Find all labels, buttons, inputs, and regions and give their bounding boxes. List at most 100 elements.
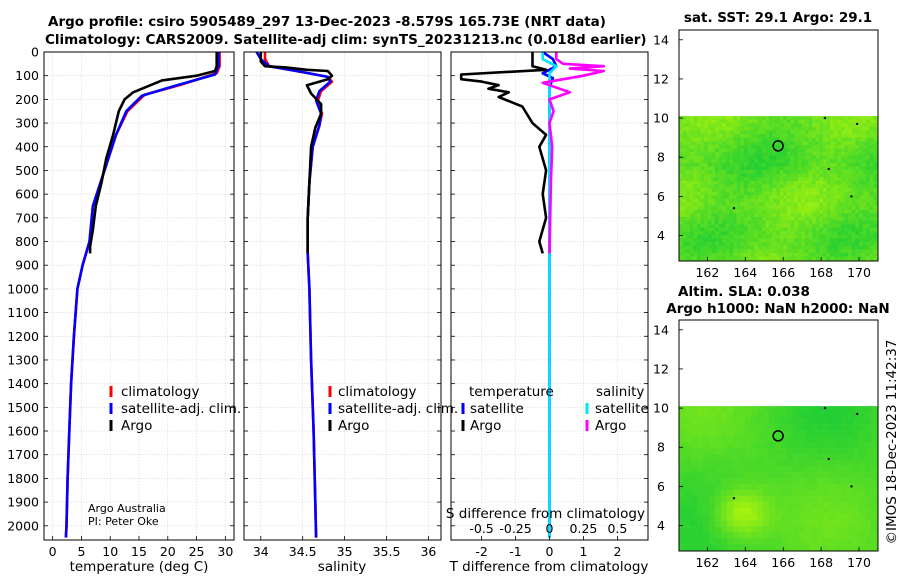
- map-cell: [776, 249, 781, 254]
- map-cell: [697, 119, 701, 124]
- map-cell: [697, 406, 704, 413]
- map-cell: [765, 159, 770, 164]
- map-cell: [707, 256, 712, 261]
- map-cell: [769, 191, 773, 196]
- map-cell: [853, 496, 860, 503]
- map-cell: [779, 166, 784, 171]
- map-cell: [783, 173, 788, 178]
- map-cell: [869, 209, 874, 214]
- map-cell: [776, 170, 781, 174]
- map-cell: [761, 206, 766, 210]
- legend-title-temperature: temperature: [469, 384, 554, 400]
- map-cell: [783, 245, 788, 250]
- map-cell: [787, 460, 794, 467]
- map-cell: [769, 116, 773, 120]
- map-cell: [715, 502, 722, 509]
- map-cell: [830, 130, 835, 135]
- map-cell: [704, 224, 709, 228]
- map-cell: [794, 216, 799, 221]
- profile-location-marker: [772, 140, 784, 152]
- map-cell: [830, 242, 835, 246]
- map-cell: [679, 144, 683, 149]
- map-cell: [826, 202, 831, 207]
- map-cell: [733, 412, 740, 419]
- map-cell: [812, 209, 817, 214]
- map-cell: [829, 430, 836, 437]
- map-cell: [747, 249, 752, 254]
- difference-x2label: S difference from climatology: [446, 506, 645, 522]
- map-cell: [765, 130, 770, 135]
- map-cell: [859, 116, 863, 120]
- map-cell: [837, 206, 842, 210]
- map-cell: [848, 191, 853, 196]
- map-cell: [862, 252, 867, 257]
- map-cell: [826, 177, 831, 182]
- map-cell: [715, 116, 719, 120]
- map-cell: [754, 116, 759, 120]
- map-cell: [866, 245, 871, 250]
- map-cell: [754, 162, 759, 167]
- map-cell: [765, 195, 770, 200]
- map-cell: [679, 242, 683, 246]
- map-cell: [866, 184, 871, 189]
- map-cell: [693, 119, 698, 124]
- map-cell: [793, 466, 800, 473]
- map-cell: [704, 216, 709, 221]
- map-cell: [833, 162, 838, 167]
- map-cell: [697, 126, 701, 131]
- map-cell: [790, 184, 795, 189]
- map-cell: [817, 490, 824, 497]
- map-cell: [715, 538, 722, 545]
- map-cell: [794, 220, 799, 225]
- map-cell: [847, 460, 854, 467]
- map-cell: [709, 412, 716, 419]
- map-cell: [686, 216, 691, 221]
- map-cell: [859, 224, 863, 228]
- map-cell: [837, 209, 842, 214]
- map-cell: [691, 412, 698, 419]
- map-cell: [779, 173, 784, 178]
- map-cell: [797, 213, 802, 218]
- map-cell: [823, 242, 827, 246]
- map-cell: [733, 130, 737, 135]
- map-cell: [841, 184, 845, 189]
- map-cell: [722, 170, 727, 174]
- map-cell: [715, 442, 722, 449]
- map-cell: [707, 195, 712, 200]
- map-frame: [678, 319, 879, 552]
- map-cell: [799, 472, 806, 479]
- map-cell: [679, 418, 686, 425]
- map-cell: [826, 123, 831, 128]
- map-cell: [722, 155, 727, 160]
- map-cell: [711, 162, 716, 167]
- map-cell: [682, 202, 687, 207]
- map-cell: [833, 191, 838, 196]
- map-cell: [729, 231, 734, 236]
- map-cell: [754, 252, 759, 257]
- map-cell: [830, 252, 835, 257]
- map-cell: [805, 436, 812, 443]
- ytick-label: 1700: [7, 447, 39, 462]
- map-cell: [758, 224, 763, 228]
- map-cell: [859, 220, 863, 225]
- map-cell: [757, 514, 764, 521]
- map-cell: [862, 137, 867, 142]
- map-cell: [757, 496, 764, 503]
- xtick-label: 1: [579, 544, 587, 559]
- map-cell: [787, 177, 791, 182]
- map-cell: [693, 116, 698, 120]
- map-cell: [779, 137, 784, 142]
- map-cell: [715, 460, 722, 467]
- map-cell: [736, 220, 741, 225]
- map-cell: [686, 252, 691, 257]
- map-cell: [704, 209, 709, 214]
- map-cell: [747, 227, 752, 232]
- map-cell: [686, 155, 691, 160]
- map-cell: [763, 418, 770, 425]
- map-cell: [808, 152, 813, 156]
- map-cell: [775, 526, 782, 533]
- map-cell: [679, 532, 686, 539]
- map-cell: [711, 116, 716, 120]
- map-cell: [769, 177, 773, 182]
- map-cell: [729, 245, 734, 250]
